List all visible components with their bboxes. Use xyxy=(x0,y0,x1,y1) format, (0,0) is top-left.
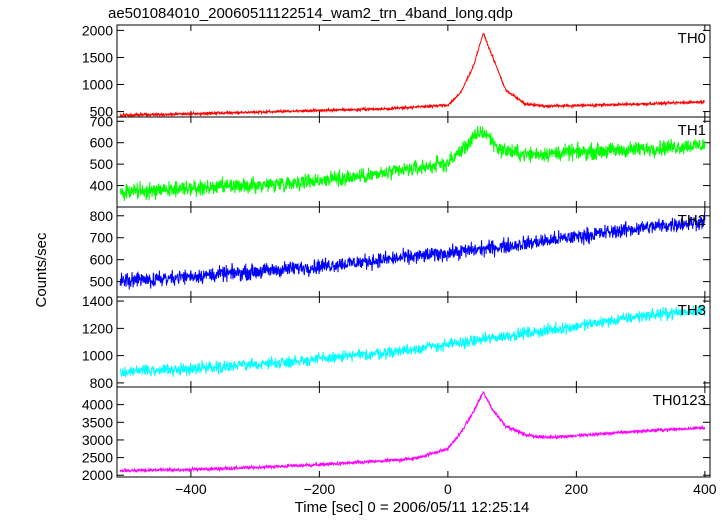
x-axis-label: Time [sec] 0 = 2006/05/11 12:25:14 xyxy=(295,499,530,516)
y-tick-label: 500 xyxy=(90,104,114,120)
panel-th0: 500 1000 1500 2000 TH0 xyxy=(82,22,711,120)
chart-title: ae501084010_20060511122514_wam2_trn_4ban… xyxy=(108,5,513,22)
y-tick-label: 1000 xyxy=(82,77,113,93)
series-line-th0 xyxy=(119,33,705,119)
x-tick-labels: −400 −200 0 200 400 xyxy=(175,481,717,497)
panel-frame xyxy=(116,116,711,208)
y-tick-label: 1400 xyxy=(82,293,113,309)
y-tick-label: 600 xyxy=(90,252,114,268)
x-tick-label: 200 xyxy=(565,481,589,497)
panel-frame xyxy=(116,24,711,118)
panel-label: TH2 xyxy=(678,212,706,229)
y-tick-label: 500 xyxy=(90,156,114,172)
panel-label: TH0123 xyxy=(653,392,706,409)
y-tick-label: 2000 xyxy=(82,22,113,38)
y-tick-label: 600 xyxy=(90,135,114,151)
panel-frame xyxy=(116,206,711,298)
panel-label: TH0 xyxy=(678,30,706,47)
y-tick-label: 800 xyxy=(90,208,114,224)
series-line-th3 xyxy=(119,305,706,378)
series-line-th2 xyxy=(119,212,706,290)
panel-label: TH1 xyxy=(678,122,706,139)
y-tick-label: 2000 xyxy=(82,467,113,483)
y-tick-label: 700 xyxy=(90,113,114,129)
y-tick-label: 4000 xyxy=(82,397,113,413)
y-tick-label: 1500 xyxy=(82,49,113,65)
panel-th1: 400 500 600 700 TH1 xyxy=(90,113,711,208)
y-tick-label: 500 xyxy=(90,274,114,290)
panel-label: TH3 xyxy=(678,302,706,319)
y-tick-label: 800 xyxy=(90,375,114,391)
x-tick-label: −200 xyxy=(304,481,336,497)
x-tick-label: 400 xyxy=(693,481,717,497)
x-tick-label: 0 xyxy=(444,481,452,497)
y-tick-label: 2500 xyxy=(82,450,113,466)
y-tick-label: 700 xyxy=(90,230,114,246)
panel-frame xyxy=(116,386,711,478)
series-line-th0123 xyxy=(119,391,706,474)
y-tick-label: 3500 xyxy=(82,414,113,430)
x-tick-label: −400 xyxy=(175,481,207,497)
panel-th3: 800 1000 1200 1400 TH3 xyxy=(82,293,711,391)
series-line-th1 xyxy=(119,125,706,202)
y-tick-label: 1000 xyxy=(82,348,113,364)
y-tick-label: 1200 xyxy=(82,320,113,336)
y-axis-label: Counts/sec xyxy=(33,232,50,308)
y-tick-label: 3000 xyxy=(82,432,113,448)
y-tick-label: 400 xyxy=(90,178,114,194)
panel-th2: 500 600 700 800 TH2 xyxy=(90,206,711,298)
